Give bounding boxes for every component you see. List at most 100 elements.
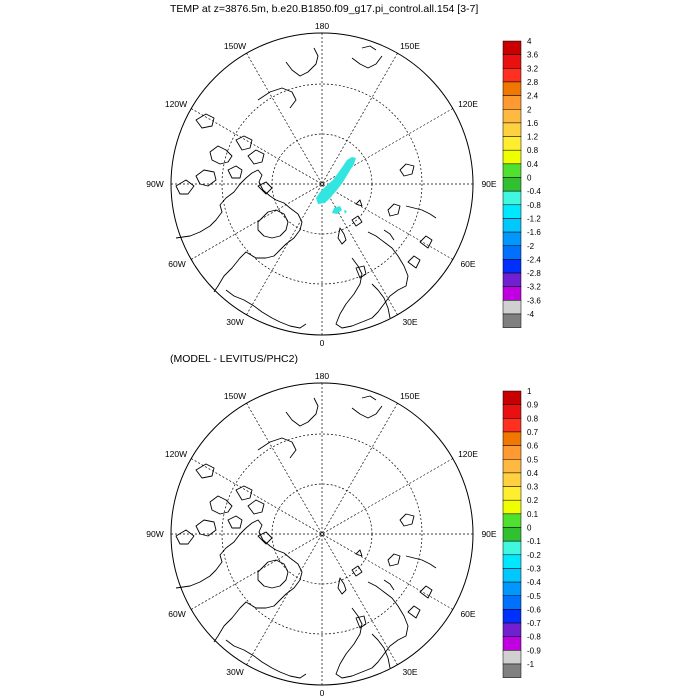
colorbar-tick-label: -0.5: [527, 592, 541, 601]
lon-label-120w: 120W: [165, 449, 187, 459]
lon-label-0: 0: [320, 688, 325, 698]
colorbar-tick-label: -0.4: [527, 187, 541, 196]
lon-label-30w: 30W: [226, 667, 243, 677]
colorbar-swatch: [502, 81, 522, 96]
colorbar-tick-label: 0.3: [527, 483, 539, 492]
colorbar-swatch: [502, 54, 522, 69]
colorbar-swatch: [502, 445, 522, 460]
colorbar-tick-label: 1: [527, 387, 532, 396]
colorbar-swatch: [502, 390, 522, 405]
colorbar-2: 1 0.9 0.8 0.7 0.6 0.5 0.4 0.3 0.2 0.1 0 -0.1 -0.2 -0.…: [502, 387, 541, 678]
colorbar-swatch: [502, 204, 522, 219]
polar-map-1: 180 150E 120E 90E 60E 30E 0 30W 60W 90W …: [146, 21, 497, 348]
colorbar-swatch: [502, 404, 522, 419]
colorbar-swatch: [502, 568, 522, 583]
colorbar-swatch: [502, 136, 522, 151]
colorbar-tick-label: -1: [527, 660, 535, 669]
colorbar-swatch: [502, 459, 522, 474]
lon-label-150e: 150E: [400, 391, 420, 401]
colorbar-tick-label: 0: [527, 174, 532, 183]
lon-label-60w: 60W: [168, 609, 185, 619]
colorbar-swatch: [502, 109, 522, 124]
colorbar-tick-label: -2: [527, 242, 535, 251]
colorbar-tick-label: 0.5: [527, 455, 539, 464]
colorbar-tick-label: -1.2: [527, 214, 541, 223]
colorbar-swatch: [502, 554, 522, 569]
colorbar-tick-label: 0.2: [527, 496, 539, 505]
colorbar-swatch: [502, 609, 522, 624]
colorbar-tick-label: 1.6: [527, 119, 539, 128]
colorbar-swatch: [502, 40, 522, 55]
colorbar-tick-label: 1.2: [527, 133, 539, 142]
colorbar-tick-label: -0.7: [527, 619, 541, 628]
colorbar-tick-label: 0.1: [527, 510, 539, 519]
colorbar-tick-label: -0.9: [527, 646, 541, 655]
lon-label-90e: 90E: [481, 179, 496, 189]
colorbar-tick-label: 0.8: [527, 414, 539, 423]
colorbar-tick-label: -2.8: [527, 269, 541, 278]
colorbar-swatch: [502, 527, 522, 542]
panel-1: TEMP at z=3876.5m, b.e20.B1850.f09_g17.p…: [146, 3, 541, 348]
colorbar-tick-label: -2.4: [527, 255, 541, 264]
colorbar-swatch: [502, 245, 522, 260]
colorbar-tick-label: -4: [527, 310, 535, 319]
colorbar-tick-label: -3.6: [527, 296, 541, 305]
colorbar-tick-label: 2.4: [527, 92, 539, 101]
polar-map-2: 180 150E 120E 90E 60E 30E 0 30W 60W 90W …: [146, 371, 497, 698]
colorbar-tick-label: 2: [527, 105, 532, 114]
colorbar-tick-label: -1.6: [527, 228, 541, 237]
colorbar-swatch: [502, 313, 522, 328]
colorbar-tick-label: -0.1: [527, 537, 541, 546]
lon-label-60e: 60E: [460, 259, 475, 269]
panel-1-title: TEMP at z=3876.5m, b.e20.B1850.f09_g17.p…: [170, 3, 478, 15]
colorbar-tick-label: -0.8: [527, 633, 541, 642]
colorbar-swatch: [502, 68, 522, 83]
lon-label-90e: 90E: [481, 529, 496, 539]
latitude-circle-70n: [221, 83, 423, 285]
colorbar-tick-label: -0.4: [527, 578, 541, 587]
colorbar-swatch: [502, 622, 522, 637]
colorbar-swatch: [502, 218, 522, 233]
colorbar-swatch: [502, 300, 522, 315]
colorbar-swatch: [502, 581, 522, 596]
lon-label-120e: 120E: [458, 99, 478, 109]
lon-label-0: 0: [320, 338, 325, 348]
colorbar-swatch: [502, 286, 522, 301]
lon-label-180: 180: [315, 21, 329, 31]
colorbar-swatch: [502, 231, 522, 247]
colorbar-tick-label: 0.8: [527, 146, 539, 155]
lon-label-90w: 90W: [146, 529, 163, 539]
colorbar-tick-label: 4: [527, 37, 532, 46]
lon-label-30e: 30E: [402, 667, 417, 677]
lon-label-60w: 60W: [168, 259, 185, 269]
coastlines: [175, 45, 437, 329]
colorbar-tick-label: 0: [527, 524, 532, 533]
colorbar-tick-label: 0.4: [527, 469, 539, 478]
lon-label-30e: 30E: [402, 317, 417, 327]
colorbar-tick-label: 0.6: [527, 442, 539, 451]
colorbar-swatch: [502, 122, 522, 137]
panel-2: (MODEL - LEVITUS/PHC2): [146, 353, 541, 698]
lon-label-180: 180: [315, 371, 329, 381]
colorbar-swatch: [502, 95, 522, 110]
colorbar-swatch: [502, 149, 522, 165]
colorbar-tick-label: -0.3: [527, 564, 541, 573]
colorbar-swatch: [502, 472, 522, 487]
colorbar-swatch: [502, 272, 522, 287]
panel-2-title: (MODEL - LEVITUS/PHC2): [170, 353, 298, 365]
lon-label-150w: 150W: [224, 391, 246, 401]
colorbar-swatch: [502, 650, 522, 665]
colorbar-swatch: [502, 499, 522, 515]
colorbar-swatch: [502, 486, 522, 501]
colorbar-swatch: [502, 663, 522, 678]
colorbar-tick-label: 2.8: [527, 78, 539, 87]
lon-label-90w: 90W: [146, 179, 163, 189]
colorbar-swatch: [502, 513, 522, 528]
lon-label-150w: 150W: [224, 41, 246, 51]
colorbar-swatch: [502, 418, 522, 433]
lon-label-30w: 30W: [226, 317, 243, 327]
coastlines: [175, 395, 437, 679]
colorbar-swatch: [502, 595, 522, 610]
colorbar-1: 4 3.6 3.2 2.8 2.4 2 1.6 1.2 0.8 0.4 0 -0.4 -0.8 -1.2 -…: [502, 37, 541, 328]
